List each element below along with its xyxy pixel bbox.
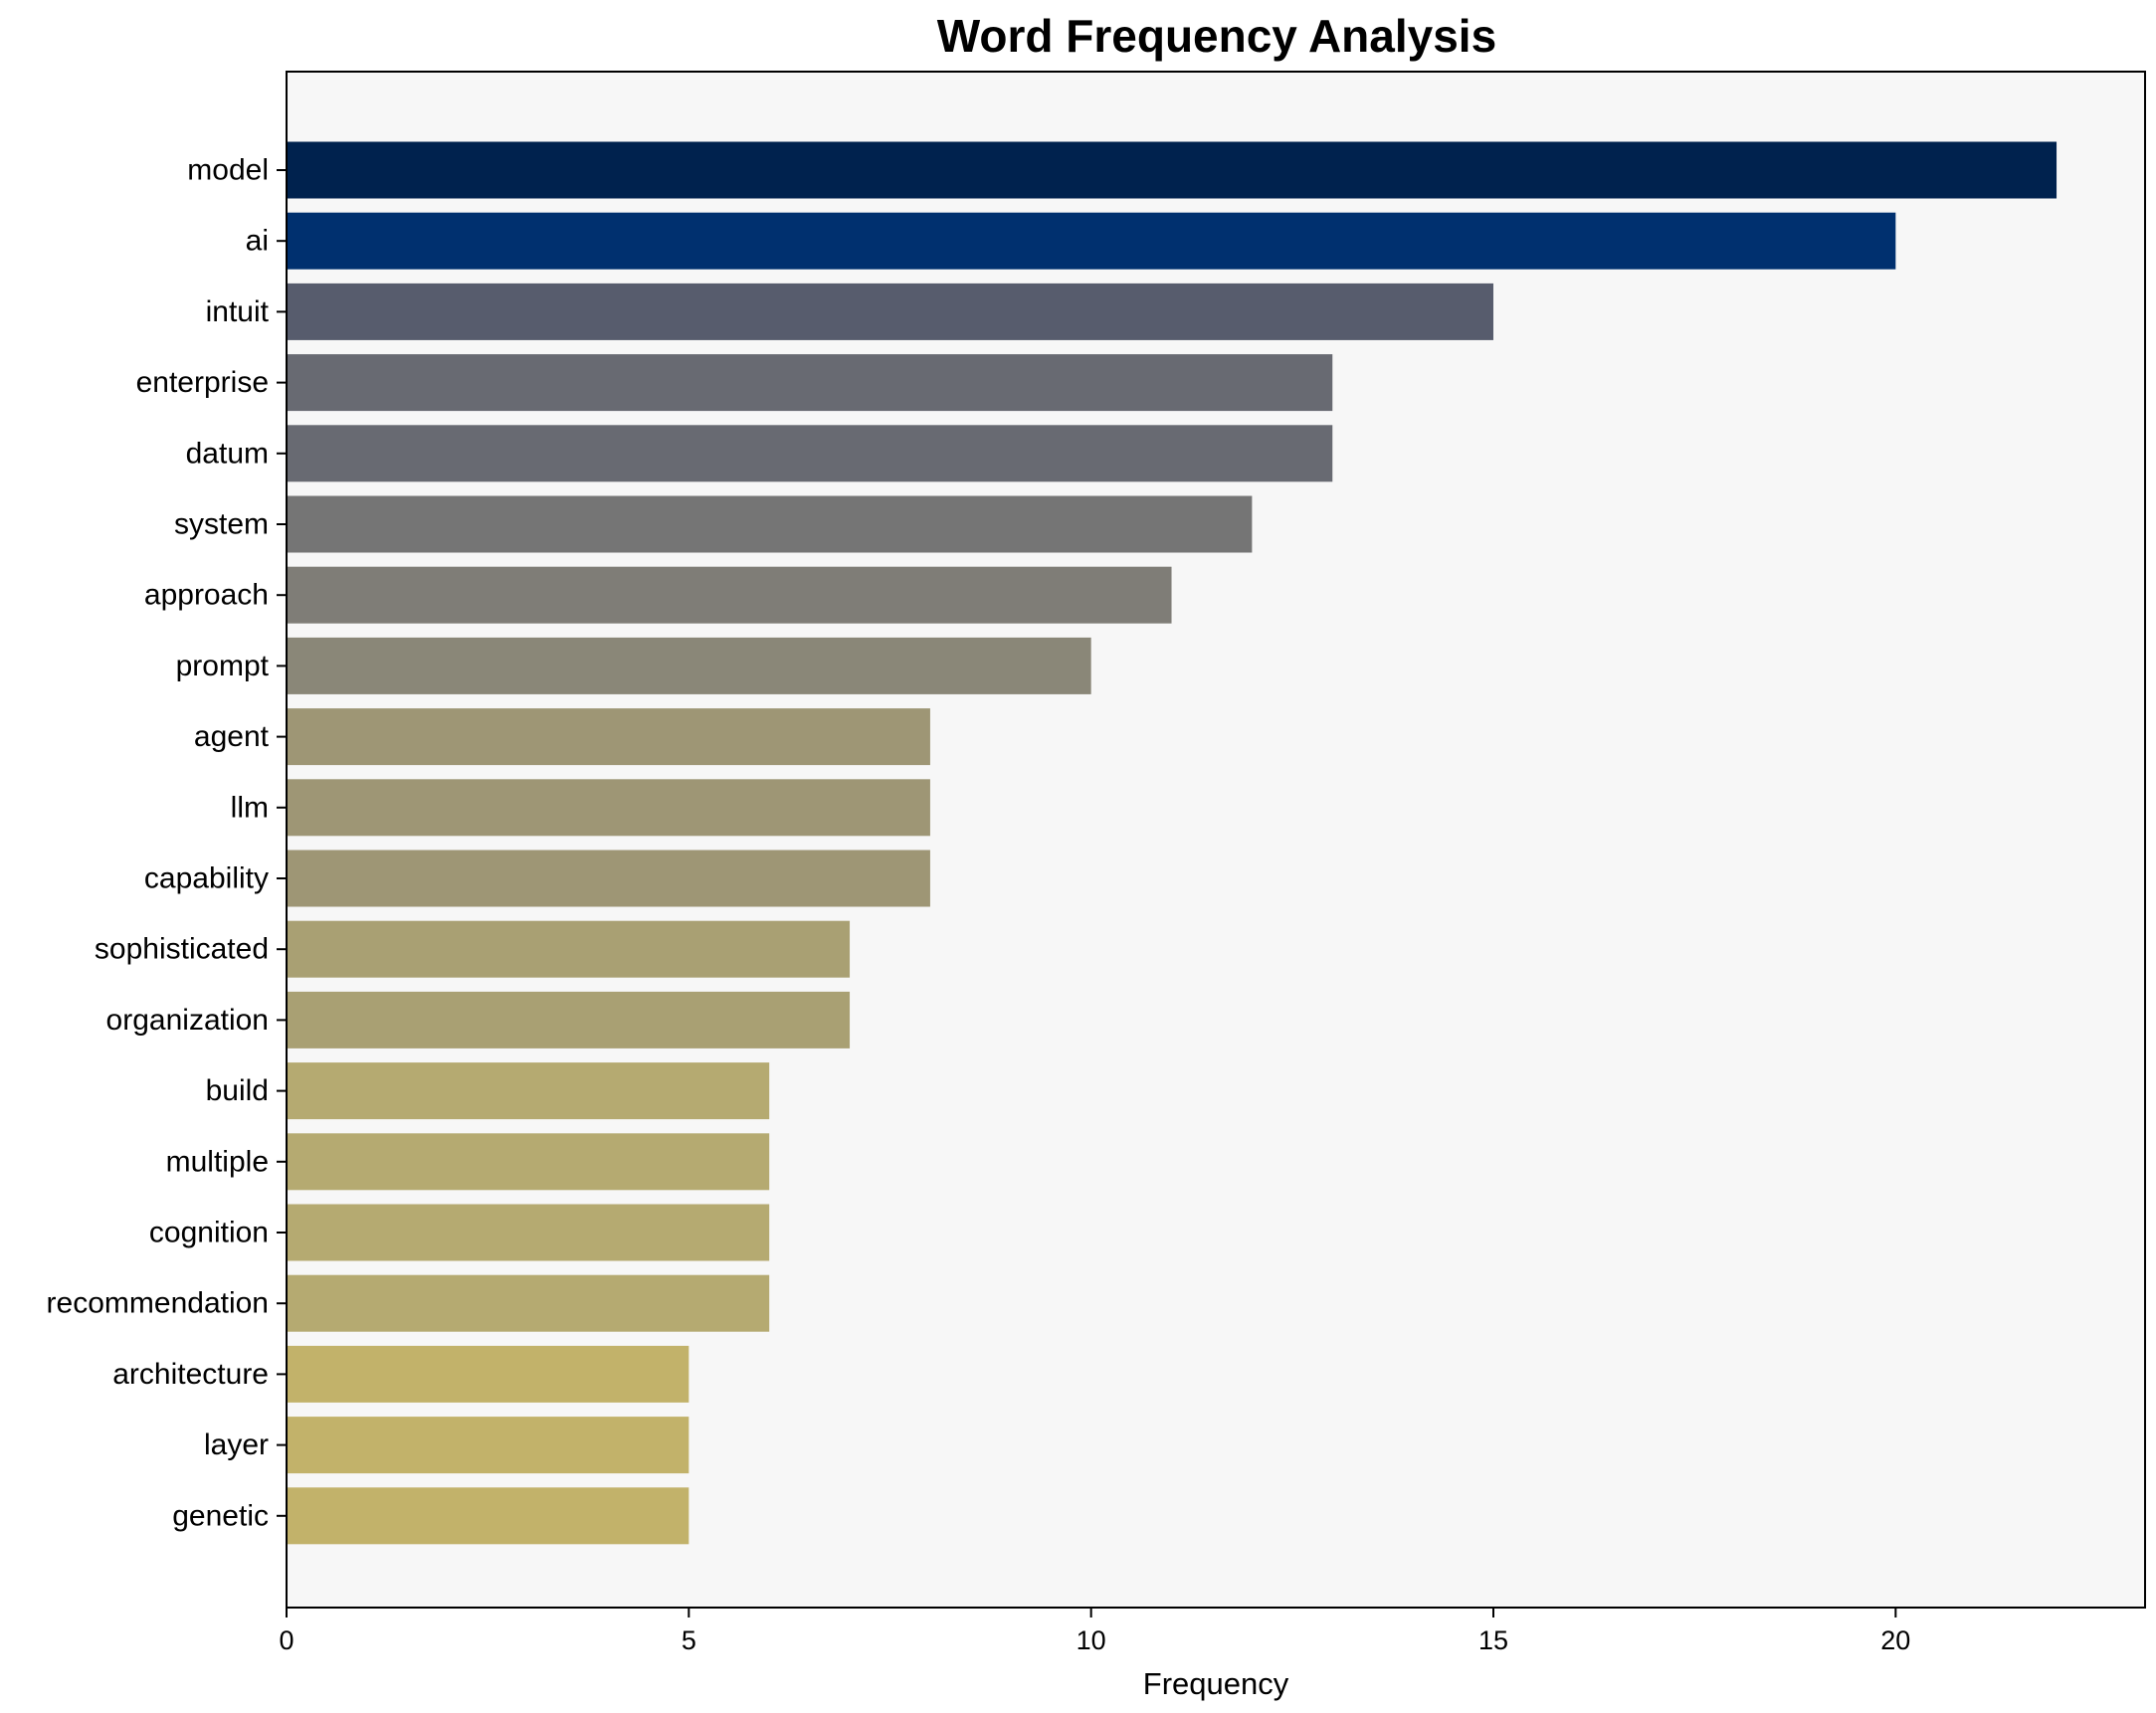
- bar-enterprise: [287, 354, 1333, 412]
- bar-approach: [287, 566, 1172, 624]
- y-tick-label-architecture: architecture: [112, 1358, 269, 1391]
- x-axis-ticks: 0 5 10 15 20: [279, 1608, 1910, 1655]
- bar-genetic: [287, 1487, 689, 1545]
- y-tick-label-llm: llm: [231, 791, 269, 824]
- y-tick-label-prompt: prompt: [176, 650, 270, 682]
- bar-multiple: [287, 1133, 770, 1191]
- bar-organization: [287, 991, 851, 1048]
- y-tick-label-ai: ai: [246, 225, 269, 258]
- y-tick-label-intuit: intuit: [206, 295, 270, 328]
- bars-group: [287, 141, 2058, 1545]
- bar-prompt: [287, 637, 1091, 694]
- y-tick-label-model: model: [187, 154, 269, 187]
- y-axis-labels: model ai intuit enterprise datum system approa…: [47, 154, 287, 1532]
- bar-layer: [287, 1417, 689, 1474]
- y-tick-label-sophisticated: sophisticated: [95, 933, 269, 966]
- y-tick-label-layer: layer: [204, 1428, 269, 1461]
- bar-sophisticated: [287, 920, 851, 978]
- chart-title: Word Frequency Analysis: [937, 10, 1496, 62]
- y-tick-label-multiple: multiple: [166, 1145, 269, 1178]
- x-tick-label-5: 5: [682, 1625, 696, 1655]
- x-tick-label-0: 0: [279, 1625, 294, 1655]
- x-tick-label-15: 15: [1478, 1625, 1508, 1655]
- bar-cognition: [287, 1204, 770, 1261]
- y-tick-label-datum: datum: [186, 437, 269, 470]
- bar-architecture: [287, 1345, 689, 1403]
- bar-capability: [287, 850, 930, 907]
- y-tick-label-build: build: [206, 1074, 269, 1107]
- y-tick-label-agent: agent: [194, 720, 270, 753]
- plot-frame: [286, 71, 2146, 1609]
- y-tick-label-organization: organization: [106, 1004, 269, 1037]
- y-tick-label-genetic: genetic: [172, 1499, 269, 1532]
- x-tick-label-10: 10: [1077, 1625, 1106, 1655]
- y-tick-label-cognition: cognition: [149, 1217, 269, 1249]
- bar-datum: [287, 425, 1333, 482]
- bar-intuit: [287, 283, 1493, 340]
- x-tick-label-20: 20: [1880, 1625, 1910, 1655]
- bar-model: [287, 141, 2058, 199]
- y-tick-label-capability: capability: [144, 862, 269, 895]
- y-tick-label-enterprise: enterprise: [136, 366, 269, 399]
- y-tick-label-approach: approach: [144, 579, 269, 612]
- bar-recommendation: [287, 1274, 770, 1332]
- bar-ai: [287, 212, 1896, 270]
- bar-build: [287, 1062, 770, 1120]
- bar-llm: [287, 779, 930, 837]
- y-tick-label-recommendation: recommendation: [47, 1287, 269, 1320]
- y-tick-label-system: system: [174, 508, 269, 541]
- bar-system: [287, 495, 1253, 553]
- bar-agent: [287, 708, 930, 766]
- x-axis-label: Frequency: [1143, 1666, 1289, 1701]
